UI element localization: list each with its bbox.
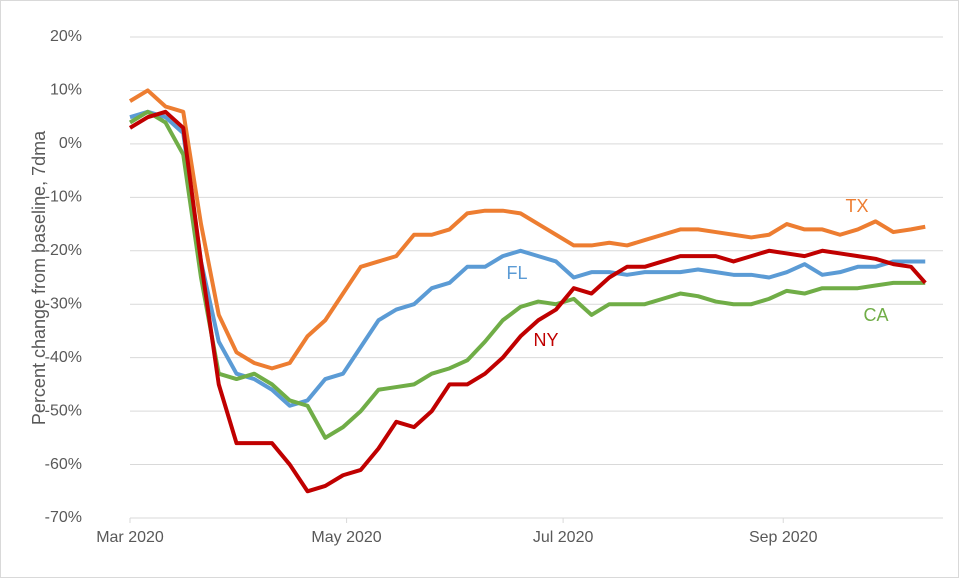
series-label: CA — [863, 305, 888, 325]
y-tick-label: -40% — [45, 349, 82, 366]
line — [129, 109, 926, 408]
y-tick-label: -20% — [45, 242, 82, 259]
line — [128, 109, 926, 440]
x-tick-label: Jul 2020 — [533, 529, 594, 546]
y-tick-label: -60% — [45, 456, 82, 473]
x-tick-label: Sep 2020 — [749, 529, 818, 546]
x-tick-label: May 2020 — [311, 529, 381, 546]
x-tick-label: Mar 2020 — [96, 529, 164, 546]
line — [128, 88, 926, 371]
y-tick-label: -70% — [45, 509, 82, 526]
y-tick-label: -50% — [45, 402, 82, 419]
y-tick-label: 0% — [59, 135, 82, 152]
series-label: NY — [533, 330, 558, 350]
y-tick-label: -30% — [45, 295, 82, 312]
series-label: TX — [845, 196, 868, 216]
y-tick-label: -10% — [45, 189, 82, 206]
y-tick-label: 10% — [50, 82, 82, 99]
y-tick-label: 20% — [50, 28, 82, 45]
series-label: FL — [506, 263, 527, 283]
line — [128, 109, 927, 494]
y-axis-label: Percent change from baseline, 7dma — [29, 130, 49, 425]
